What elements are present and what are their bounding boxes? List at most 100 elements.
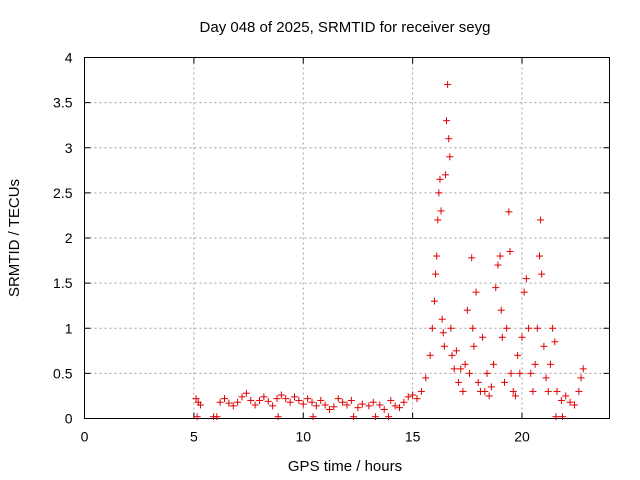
data-point (443, 117, 451, 125)
data-point (428, 324, 436, 332)
data-point (549, 324, 557, 332)
data-point (192, 395, 200, 403)
data-point (339, 398, 347, 406)
data-point (431, 297, 438, 305)
data-point (417, 387, 425, 395)
data-point (472, 288, 480, 296)
data-point (440, 342, 448, 350)
data-point (551, 338, 559, 346)
x-tick-label: 5 (190, 429, 198, 445)
data-point (435, 189, 443, 197)
data-point (439, 329, 447, 337)
data-point (537, 216, 545, 224)
data-point (450, 365, 458, 373)
data-point (409, 391, 417, 399)
data-point (400, 398, 408, 406)
data-point (533, 324, 541, 332)
data-point (481, 387, 489, 395)
data-point (540, 342, 548, 350)
data-point (434, 216, 442, 224)
data-point (506, 248, 514, 256)
data-point (358, 400, 366, 408)
data-point (193, 413, 201, 421)
data-point (365, 402, 373, 410)
y-tick-label: 2 (65, 230, 73, 246)
data-point (413, 395, 421, 403)
data-point (507, 369, 515, 377)
data-point (225, 399, 233, 407)
data-point (505, 208, 513, 216)
data-point (242, 389, 250, 397)
data-point (542, 374, 550, 382)
data-point (282, 395, 290, 403)
data-point (514, 351, 522, 359)
data-point (432, 270, 440, 278)
data-point (492, 284, 500, 292)
axis-ticks: 0 5 10 15 20 0 0.5 1 1.5 2 2.5 3 3.5 4 (53, 50, 610, 445)
data-point (566, 398, 574, 406)
data-point (509, 387, 517, 395)
data-point (527, 369, 535, 377)
data-point (269, 402, 277, 410)
data-point (438, 315, 446, 323)
data-point (536, 252, 543, 260)
data-point (577, 374, 585, 382)
data-point (385, 413, 393, 421)
data-point (396, 404, 403, 412)
data-point (503, 324, 511, 332)
data-point (238, 393, 246, 401)
data-point (558, 413, 566, 421)
y-tick-label: 4 (65, 50, 73, 66)
data-point (469, 324, 477, 332)
chart-title: Day 048 of 2025, SRMTID for receiver sey… (200, 19, 491, 36)
data-point (256, 396, 263, 404)
data-point (196, 401, 204, 409)
data-point (347, 396, 355, 404)
data-point (466, 369, 473, 377)
data-point (229, 402, 237, 410)
data-series-srmtid (192, 81, 587, 421)
data-point (304, 395, 312, 403)
data-point (330, 403, 338, 411)
data-point (291, 393, 298, 401)
data-point (273, 395, 281, 403)
data-point (264, 397, 272, 405)
data-point (468, 254, 476, 262)
data-point (516, 369, 524, 377)
data-point (557, 396, 565, 404)
data-point (369, 398, 377, 406)
y-tick-label: 3.5 (53, 95, 73, 111)
y-tick-label: 1.5 (53, 275, 73, 291)
data-point (448, 351, 456, 359)
y-tick-label: 2.5 (53, 185, 73, 201)
data-point (562, 392, 570, 400)
data-point (404, 393, 412, 401)
data-point (350, 413, 358, 421)
data-point (260, 393, 268, 401)
data-point (277, 391, 285, 399)
data-point (525, 324, 533, 332)
data-point (447, 324, 455, 332)
data-point (216, 398, 224, 406)
data-point (441, 171, 449, 179)
data-point (501, 378, 508, 386)
data-point (312, 402, 320, 410)
data-point (463, 306, 471, 314)
data-point (251, 401, 259, 409)
data-point (309, 413, 317, 421)
data-point (494, 261, 502, 269)
x-tick-label: 10 (295, 429, 311, 445)
data-point (308, 398, 316, 406)
data-point (321, 401, 329, 409)
grid (84, 57, 610, 419)
data-point (295, 396, 303, 404)
data-point (274, 413, 282, 421)
data-point (380, 405, 388, 413)
x-tick-label: 0 (81, 429, 89, 445)
data-point (496, 252, 504, 260)
data-point (422, 374, 430, 382)
data-point (426, 351, 434, 359)
data-point (498, 333, 506, 341)
data-point (474, 378, 482, 386)
